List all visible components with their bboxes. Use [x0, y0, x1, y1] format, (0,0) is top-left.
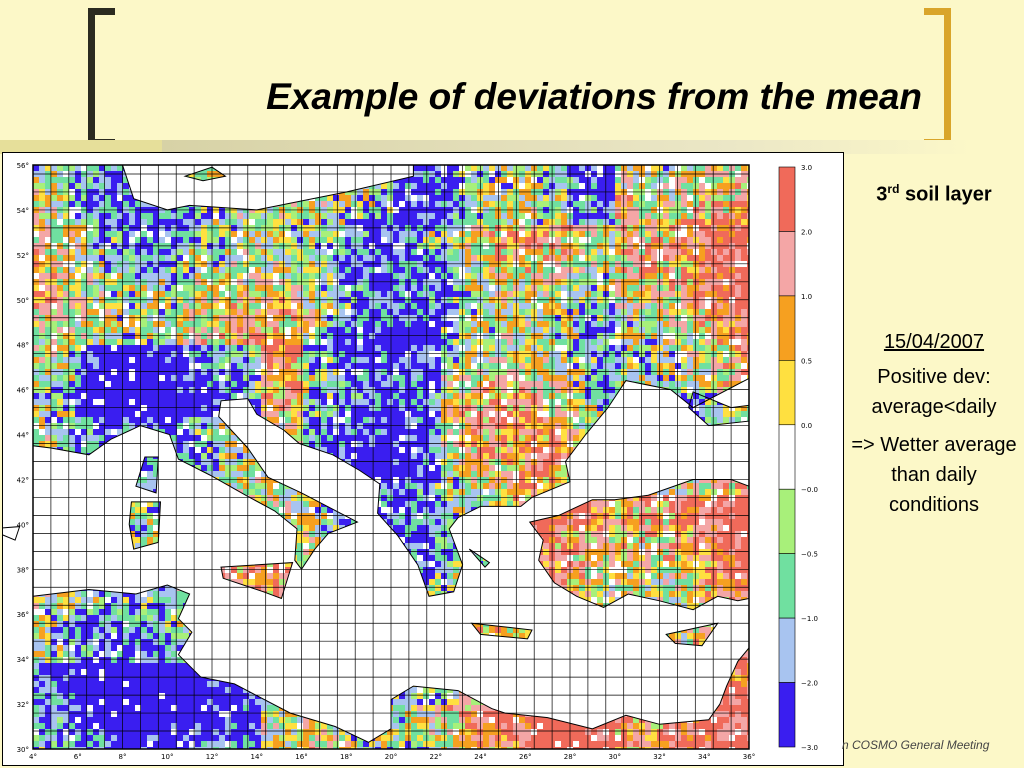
colorbar-label: 0.5: [801, 357, 812, 365]
coastline-9: [468, 548, 491, 568]
lon-label: 6°: [74, 753, 82, 761]
colorbar: 3.0 2.0 1.0 0.5 0.0 −0.0 −0.5 −1.0 −2.0 −3.0: [778, 164, 818, 752]
date-label: 15/04/2007: [883, 330, 985, 353]
lat-label: 46°: [17, 387, 29, 395]
deviation-map: 56° 54° 52° 50° 48° 46° 44° 42° 40° 38° 36° 34° 32° 3…: [3, 162, 818, 761]
colorbar-label: 0.0: [801, 422, 812, 430]
layer-ordinal-suffix: rd: [887, 182, 900, 196]
coastline-8: [3, 526, 21, 541]
lon-label: 10°: [161, 753, 173, 761]
lat-label: 40°: [17, 521, 29, 529]
title-band: [162, 140, 974, 154]
lon-label: 34°: [698, 753, 710, 761]
lat-label: 54°: [17, 207, 29, 215]
lon-label: 32°: [653, 753, 665, 761]
latitude-labels: 56° 54° 52° 50° 48° 46° 44° 42° 40° 38° 36° 34° 32° 3…: [17, 162, 29, 754]
coastline-1: [528, 479, 750, 611]
lon-label: 14°: [251, 753, 263, 761]
lat-label: 38°: [17, 566, 29, 574]
layer-text: soil layer: [904, 183, 992, 206]
colorbar-label: −1.0: [801, 615, 818, 623]
colorbar-label: −0.0: [801, 486, 818, 494]
colorbar-label: 3.0: [801, 164, 812, 172]
longitude-labels: 4° 6° 8° 10° 12° 14° 16° 18° 20° 22° 24° 26° 28° 30° 3…: [29, 753, 755, 761]
title-band-left: [0, 140, 162, 154]
lon-label: 16°: [295, 753, 307, 761]
lat-label: 50°: [17, 297, 29, 305]
left-bracket: [88, 8, 115, 146]
lon-label: 20°: [385, 753, 397, 761]
lat-label: 44°: [17, 432, 29, 440]
lon-label: 28°: [564, 753, 576, 761]
colorbar-segment: [778, 166, 796, 232]
colorbar-label: 2.0: [801, 228, 812, 236]
lon-label: 22°: [430, 753, 442, 761]
colorbar-label: −3.0: [801, 744, 818, 752]
lon-label: 26°: [519, 753, 531, 761]
colorbar-label: −0.5: [801, 551, 818, 559]
lon-label: 8°: [119, 753, 127, 761]
coastline-5: [220, 562, 294, 600]
lon-label: 4°: [29, 753, 37, 761]
slide-footer: n COSMO General Meeting: [842, 738, 990, 752]
slide-title: Example of deviations from the mean: [266, 76, 922, 117]
lon-label: 36°: [743, 753, 755, 761]
lon-label: 18°: [340, 753, 352, 761]
lon-label: 30°: [609, 753, 621, 761]
deviation-map-figure: 56° 54° 52° 50° 48° 46° 44° 42° 40° 38° 36° 34° 32° 3…: [2, 152, 844, 766]
colorbar-segment: [778, 295, 796, 361]
coastline-4: [135, 456, 159, 494]
colorbar-label: 1.0: [801, 293, 812, 301]
map-frame: [32, 164, 750, 750]
layer-ordinal: 3: [876, 183, 888, 206]
colorbar-segment: [778, 617, 796, 683]
lon-label: 12°: [206, 753, 218, 761]
lat-label: 36°: [17, 611, 29, 619]
lat-lon-grid: [32, 165, 750, 750]
lat-label: 52°: [17, 252, 29, 260]
lat-label: 48°: [17, 342, 29, 350]
layer-title: 3rd soil layer: [846, 182, 1022, 207]
lat-label: 32°: [17, 701, 29, 709]
coastline-7: [665, 622, 719, 647]
coastline-6: [470, 622, 533, 640]
lat-label: 30°: [17, 746, 29, 754]
info-panel: 3rd soil layer 15/04/2007 Positive dev: …: [846, 176, 1022, 520]
colorbar-segment: [778, 424, 796, 490]
colorbar-segment: [778, 553, 796, 619]
coastline-2: [32, 584, 750, 750]
right-bracket: [924, 8, 951, 146]
coastline-3: [128, 501, 162, 550]
lon-label: 24°: [474, 753, 486, 761]
colorbar-segment: [778, 682, 796, 748]
positive-dev-text: Positive dev: average<daily: [871, 365, 997, 418]
colorbar-segment: [778, 360, 796, 426]
lat-label: 56°: [17, 162, 29, 170]
colorbar-segment: [778, 231, 796, 297]
lat-label: 34°: [17, 656, 29, 664]
lat-label: 42°: [17, 476, 29, 484]
wetter-text: => Wetter average than daily conditions: [851, 433, 1017, 516]
colorbar-label: −2.0: [801, 680, 818, 688]
colorbar-segment: [778, 488, 796, 554]
